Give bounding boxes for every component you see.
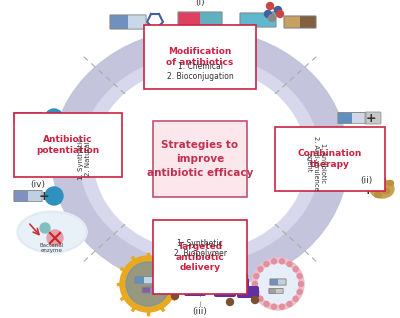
- Text: Antibiotic
potentiation: Antibiotic potentiation: [36, 135, 100, 155]
- Circle shape: [120, 256, 176, 312]
- Text: 1. Synthetic
2. Biopolymer: 1. Synthetic 2. Biopolymer: [174, 239, 226, 259]
- Circle shape: [172, 293, 178, 300]
- Circle shape: [287, 301, 292, 307]
- Circle shape: [45, 187, 63, 205]
- Ellipse shape: [370, 181, 378, 185]
- FancyBboxPatch shape: [365, 112, 381, 124]
- Circle shape: [293, 267, 298, 272]
- Text: 1. Synthetic
2. Natural: 1. Synthetic 2. Natural: [78, 138, 90, 180]
- FancyBboxPatch shape: [14, 190, 42, 202]
- FancyBboxPatch shape: [142, 287, 158, 293]
- FancyBboxPatch shape: [178, 12, 222, 28]
- Text: +: +: [363, 184, 373, 197]
- Circle shape: [297, 273, 302, 279]
- FancyBboxPatch shape: [334, 179, 362, 190]
- Circle shape: [280, 259, 284, 264]
- FancyBboxPatch shape: [338, 113, 366, 123]
- FancyBboxPatch shape: [135, 276, 153, 284]
- Ellipse shape: [80, 55, 320, 263]
- FancyBboxPatch shape: [270, 279, 286, 285]
- Text: Bacterial
enzyme: Bacterial enzyme: [40, 243, 64, 253]
- Text: (iii): (iii): [192, 307, 208, 316]
- FancyBboxPatch shape: [240, 13, 276, 27]
- Bar: [200, 12, 222, 28]
- Circle shape: [226, 299, 234, 306]
- Ellipse shape: [52, 29, 348, 289]
- Bar: [276, 288, 283, 294]
- Bar: [300, 16, 316, 28]
- Ellipse shape: [386, 181, 394, 185]
- Ellipse shape: [378, 176, 386, 182]
- Ellipse shape: [94, 67, 306, 251]
- FancyBboxPatch shape: [284, 16, 316, 28]
- Ellipse shape: [17, 211, 87, 253]
- Ellipse shape: [374, 192, 382, 197]
- Circle shape: [276, 10, 284, 17]
- Circle shape: [40, 143, 50, 153]
- Bar: [348, 179, 362, 190]
- Circle shape: [280, 304, 284, 309]
- Circle shape: [45, 109, 63, 127]
- Circle shape: [298, 281, 304, 287]
- Text: 1. Antibiotic
2. Anti-virulence
agent: 1. Antibiotic 2. Anti-virulence agent: [306, 136, 326, 190]
- Circle shape: [287, 262, 292, 266]
- Bar: [28, 190, 42, 202]
- Circle shape: [297, 289, 302, 294]
- Circle shape: [264, 10, 272, 17]
- FancyBboxPatch shape: [227, 278, 249, 290]
- FancyBboxPatch shape: [269, 288, 283, 294]
- Bar: [352, 113, 366, 123]
- Circle shape: [254, 273, 259, 279]
- Bar: [278, 279, 286, 285]
- Circle shape: [254, 289, 259, 294]
- Circle shape: [240, 273, 248, 280]
- Text: Modification
of antibiotics: Modification of antibiotics: [166, 47, 234, 67]
- Circle shape: [274, 6, 282, 13]
- Text: +: +: [39, 190, 49, 203]
- Bar: [150, 287, 158, 293]
- Text: 1. Chemical
2. Bioconjugation: 1. Chemical 2. Bioconjugation: [167, 62, 233, 81]
- Text: Targeted
antibiotic
delivery: Targeted antibiotic delivery: [176, 242, 224, 272]
- Circle shape: [252, 296, 258, 303]
- Text: (iv): (iv): [30, 181, 46, 190]
- Text: Strategies to
improve
antibiotic efficacy: Strategies to improve antibiotic efficac…: [147, 140, 253, 178]
- FancyBboxPatch shape: [214, 285, 236, 297]
- FancyBboxPatch shape: [202, 276, 224, 288]
- Circle shape: [258, 296, 263, 301]
- FancyBboxPatch shape: [153, 121, 247, 197]
- Circle shape: [164, 271, 172, 278]
- Bar: [258, 13, 276, 27]
- Text: +: +: [366, 113, 376, 126]
- Circle shape: [47, 150, 63, 166]
- Circle shape: [272, 304, 276, 309]
- Circle shape: [47, 230, 63, 246]
- Circle shape: [258, 264, 298, 304]
- Circle shape: [126, 262, 170, 306]
- FancyBboxPatch shape: [237, 286, 259, 298]
- Circle shape: [268, 15, 276, 22]
- Bar: [28, 113, 42, 123]
- Circle shape: [258, 267, 263, 272]
- FancyBboxPatch shape: [184, 284, 206, 296]
- Circle shape: [266, 3, 274, 10]
- FancyBboxPatch shape: [110, 15, 146, 29]
- Circle shape: [264, 262, 269, 266]
- FancyBboxPatch shape: [14, 113, 42, 123]
- Ellipse shape: [382, 189, 390, 193]
- Ellipse shape: [17, 131, 87, 173]
- Text: (i): (i): [195, 0, 205, 7]
- Circle shape: [293, 296, 298, 301]
- Text: Combination
therapy: Combination therapy: [298, 149, 362, 169]
- Text: +: +: [39, 112, 49, 125]
- Circle shape: [40, 223, 50, 233]
- Ellipse shape: [370, 180, 394, 198]
- Circle shape: [252, 281, 258, 287]
- Circle shape: [264, 301, 269, 307]
- Text: Bacterial
enzyme: Bacterial enzyme: [40, 162, 64, 173]
- Bar: [144, 276, 153, 284]
- Circle shape: [252, 258, 304, 310]
- Text: (ii): (ii): [360, 176, 372, 185]
- Circle shape: [272, 259, 276, 264]
- Bar: [128, 15, 146, 29]
